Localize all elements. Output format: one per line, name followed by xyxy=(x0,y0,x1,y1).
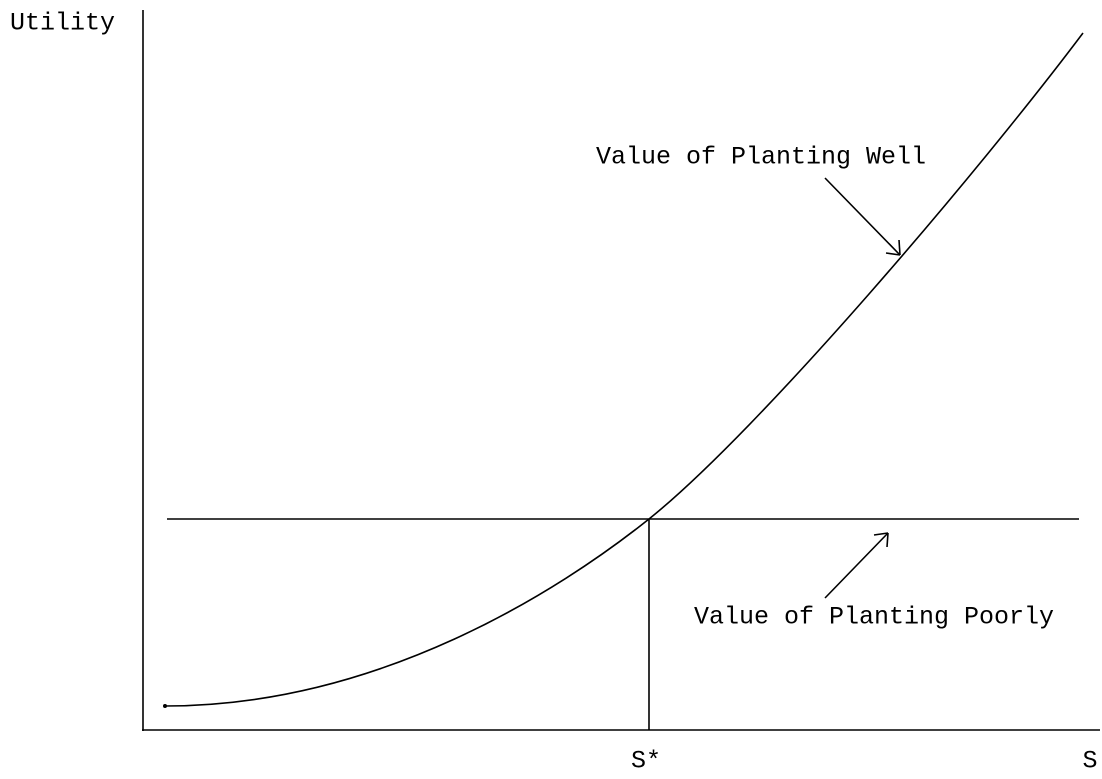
arrow-poorly xyxy=(824,532,889,599)
annotation: Value of Planting Poorly xyxy=(694,603,1054,632)
x-marker-label: S* xyxy=(631,747,661,776)
annotation: Value of Planting Well xyxy=(596,143,926,172)
arrow-well xyxy=(824,177,901,256)
curve-start xyxy=(163,704,167,708)
y-axis-label: Utility xyxy=(10,9,115,38)
x-axis-label: S xyxy=(1082,747,1097,776)
